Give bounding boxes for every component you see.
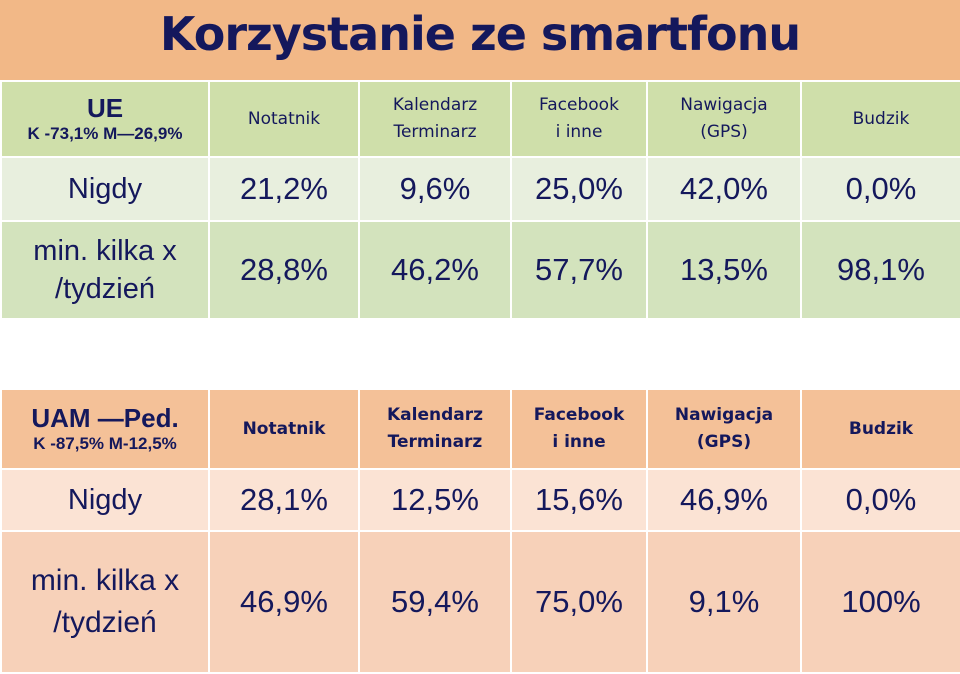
table-row-nigdy: Nigdy 21,2% 9,6% 25,0% 42,0% 0,0% [0,156,960,222]
column-header-kalendarz: Kalendarz Terminarz [358,80,512,158]
table-cell: 46,9% [646,468,802,532]
table-row-kilka: min. kilka x /tydzień 46,9% 59,4% 75,0% … [0,530,960,674]
row-label: min. kilka x /tydzień [0,220,210,320]
group-label: UAM —Ped. [31,403,179,433]
table-cell: 28,1% [208,468,360,532]
page-title: Korzystanie ze smartfonu [159,7,801,61]
column-header-facebook: Facebook i inne [510,388,648,470]
row-label: min. kilka x /tydzień [0,530,210,674]
table-cell: 42,0% [646,156,802,222]
column-header-budzik: Budzik [800,388,960,470]
column-header-facebook: Facebook i inne [510,80,648,158]
table-cell: 59,4% [358,530,512,674]
table-cell: 75,0% [510,530,648,674]
title-bar: Korzystanie ze smartfonu [0,0,960,80]
table-cell: 98,1% [800,220,960,320]
table-ue: UE K -73,1% M—26,9% Notatnik Kalendarz T… [0,80,960,320]
column-header-nawigacja: Nawigacja (GPS) [646,80,802,158]
row-label: Nigdy [0,468,210,532]
group-sublabel: K -73,1% M—26,9% [27,124,183,143]
table-cell: 13,5% [646,220,802,320]
table-cell: 15,6% [510,468,648,532]
column-header-notatnik: Notatnik [208,388,360,470]
column-header-budzik: Budzik [800,80,960,158]
table-cell: 0,0% [800,468,960,532]
table-header-row: UE K -73,1% M—26,9% Notatnik Kalendarz T… [0,80,960,158]
table-cell: 46,9% [208,530,360,674]
table-cell: 25,0% [510,156,648,222]
column-header-nawigacja: Nawigacja (GPS) [646,388,802,470]
table-row-kilka: min. kilka x /tydzień 28,8% 46,2% 57,7% … [0,220,960,320]
table-uam: UAM —Ped. K -87,5% M-12,5% Notatnik Kale… [0,388,960,674]
group-label-cell: UE K -73,1% M—26,9% [0,80,210,158]
group-sublabel: K -87,5% M-12,5% [33,434,177,453]
group-label: UE [86,93,124,123]
table-cell: 0,0% [800,156,960,222]
table-cell: 100% [800,530,960,674]
table-header-row: UAM —Ped. K -87,5% M-12,5% Notatnik Kale… [0,388,960,470]
table-cell: 46,2% [358,220,512,320]
table-cell: 57,7% [510,220,648,320]
table-cell: 9,1% [646,530,802,674]
table-cell: 9,6% [358,156,512,222]
table-row-nigdy: Nigdy 28,1% 12,5% 15,6% 46,9% 0,0% [0,468,960,532]
table-cell: 12,5% [358,468,512,532]
column-header-notatnik: Notatnik [208,80,360,158]
table-cell: 28,8% [208,220,360,320]
table-cell: 21,2% [208,156,360,222]
row-label: Nigdy [0,156,210,222]
column-header-kalendarz: Kalendarz Terminarz [358,388,512,470]
group-label-cell: UAM —Ped. K -87,5% M-12,5% [0,388,210,470]
